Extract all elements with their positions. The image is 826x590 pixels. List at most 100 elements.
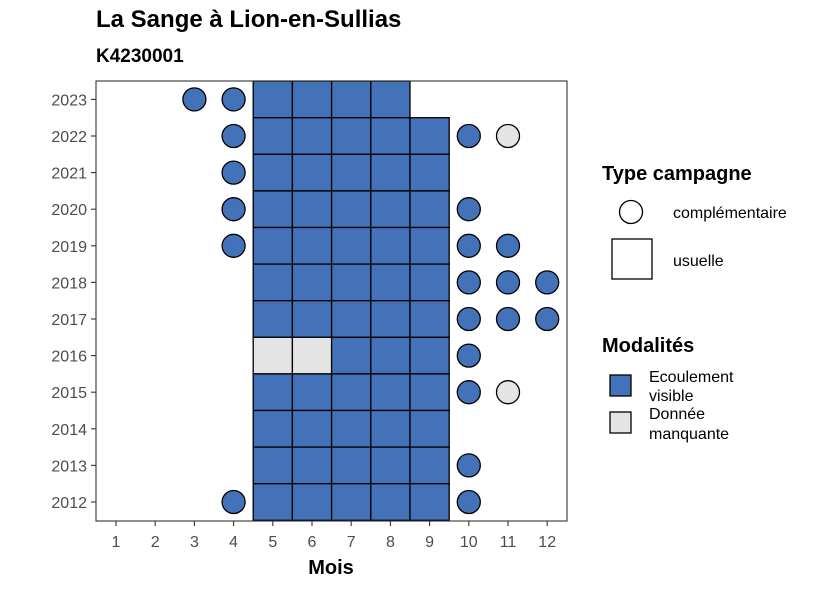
cell-2013-6-square — [291, 446, 333, 485]
x-tick-label-1: 1 — [112, 534, 121, 551]
cell-2013-7-square — [330, 446, 372, 485]
cell-2023-8-square — [370, 80, 411, 119]
y-tick-label-2018: 2018 — [51, 275, 87, 292]
cell-2018-12-circle — [535, 270, 560, 295]
legend-label-manquante-2: manquante — [649, 426, 729, 443]
cell-2022-8-square — [370, 117, 411, 155]
cell-2020-8-square — [370, 190, 411, 229]
cell-2021-9-square — [409, 153, 450, 192]
cell-2023-7-square — [330, 80, 372, 119]
cell-2017-7-square — [330, 300, 372, 338]
cell-2022-11-circle — [495, 123, 521, 149]
legend-modalites-title: Modalités — [602, 335, 694, 357]
cell-2016-7-square — [330, 336, 372, 375]
cell-2014-8-square — [370, 409, 411, 448]
chart-axes: 1 2 3 4 5 6 7 8 9 10 11 122012201320142015201620172… — [51, 92, 556, 551]
cell-2023-4-circle — [221, 87, 246, 112]
cell-2023-6-square — [291, 80, 333, 119]
cell-2016-5-square — [252, 336, 294, 375]
cell-2012-10-circle — [456, 489, 481, 515]
cell-2021-7-square — [330, 153, 372, 192]
cell-2020-4-circle — [221, 197, 246, 222]
cell-2021-6-square — [291, 153, 333, 192]
x-tick-label-8: 8 — [386, 534, 395, 551]
cell-2017-10-circle — [456, 306, 481, 332]
legend-label-complementaire: complémentaire — [673, 205, 787, 222]
cell-2013-8-square — [370, 446, 411, 485]
cell-2018-11-circle — [495, 270, 521, 295]
plot-panel-border — [95, 80, 568, 522]
cell-2014-7-square — [330, 409, 372, 448]
cell-2022-4-circle — [221, 123, 246, 149]
cell-2022-9-square — [409, 117, 450, 155]
y-tick-label-2017: 2017 — [51, 312, 87, 329]
cell-2018-7-square — [330, 263, 372, 302]
cell-2020-6-square — [291, 190, 333, 229]
cell-2019-10-circle — [456, 233, 481, 258]
y-tick-label-2020: 2020 — [51, 202, 87, 219]
cell-2021-5-square — [252, 153, 294, 192]
cell-2019-8-square — [370, 226, 411, 265]
x-tick-label-3: 3 — [190, 534, 199, 551]
cell-2015-8-square — [370, 373, 411, 412]
cell-2023-5-square — [252, 80, 294, 119]
y-tick-label-2015: 2015 — [51, 385, 87, 402]
y-tick-label-2014: 2014 — [51, 422, 87, 439]
cell-2013-5-square — [252, 446, 294, 485]
chart-subtitle: K4230001 — [96, 46, 184, 67]
legend-label-usuelle: usuelle — [673, 253, 724, 270]
cell-2014-5-square — [252, 409, 294, 448]
cell-2014-9-square — [409, 409, 450, 448]
cell-2016-8-square — [370, 336, 411, 375]
cell-2013-9-square — [409, 446, 450, 485]
y-tick-label-2016: 2016 — [51, 349, 87, 366]
cell-2017-12-circle — [535, 306, 560, 332]
cell-2015-5-square — [252, 373, 294, 412]
cell-2019-7-square — [330, 226, 372, 265]
legend-label-visible-2: visible — [649, 388, 694, 405]
cell-2022-5-square — [252, 117, 294, 155]
y-tick-label-2019: 2019 — [51, 239, 87, 256]
cell-2021-4-circle — [221, 160, 246, 185]
cell-2018-10-circle — [456, 270, 481, 295]
y-tick-label-2022: 2022 — [51, 129, 87, 146]
x-tick-label-6: 6 — [308, 534, 317, 551]
legend-type-title: Type campagne — [602, 163, 752, 185]
cell-2012-5-square — [252, 483, 294, 521]
cell-2017-8-square — [370, 300, 411, 338]
chart-marks — [182, 80, 560, 521]
cell-2019-6-square — [291, 226, 333, 265]
legend-label-manquante-1: Donnée — [649, 406, 705, 423]
y-tick-label-2023: 2023 — [51, 92, 87, 109]
cell-2012-6-square — [291, 483, 333, 521]
cell-2017-5-square — [252, 300, 294, 338]
y-tick-label-2012: 2012 — [51, 495, 87, 512]
cell-2012-8-square — [370, 483, 411, 521]
x-tick-label-7: 7 — [347, 534, 356, 551]
cell-2022-6-square — [291, 117, 333, 155]
cell-2015-9-square — [409, 373, 450, 412]
cell-2019-4-circle — [221, 233, 246, 258]
cell-2013-10-circle — [456, 453, 481, 478]
cell-2022-7-square — [330, 117, 372, 155]
cell-2018-9-square — [409, 263, 450, 302]
x-tick-label-12: 12 — [538, 534, 556, 551]
cell-2021-8-square — [370, 153, 411, 192]
cell-2012-4-circle — [221, 489, 246, 515]
cell-2020-7-square — [330, 190, 372, 229]
x-tick-label-5: 5 — [268, 534, 277, 551]
cell-2018-6-square — [291, 263, 333, 302]
cell-2019-5-square — [252, 226, 294, 265]
y-tick-label-2013: 2013 — [51, 458, 87, 475]
cell-2015-11-circle — [495, 380, 521, 405]
cell-2020-10-circle — [456, 197, 481, 222]
legend-key-complementaire — [618, 199, 644, 225]
cell-2020-9-square — [409, 190, 450, 229]
x-tick-label-9: 9 — [425, 534, 434, 551]
cell-2016-10-circle — [456, 343, 481, 368]
cell-2018-8-square — [370, 263, 411, 302]
cell-2017-6-square — [291, 300, 333, 338]
y-tick-label-2021: 2021 — [51, 166, 87, 183]
chart-title: La Sange à Lion-en-Sullias — [96, 6, 402, 33]
